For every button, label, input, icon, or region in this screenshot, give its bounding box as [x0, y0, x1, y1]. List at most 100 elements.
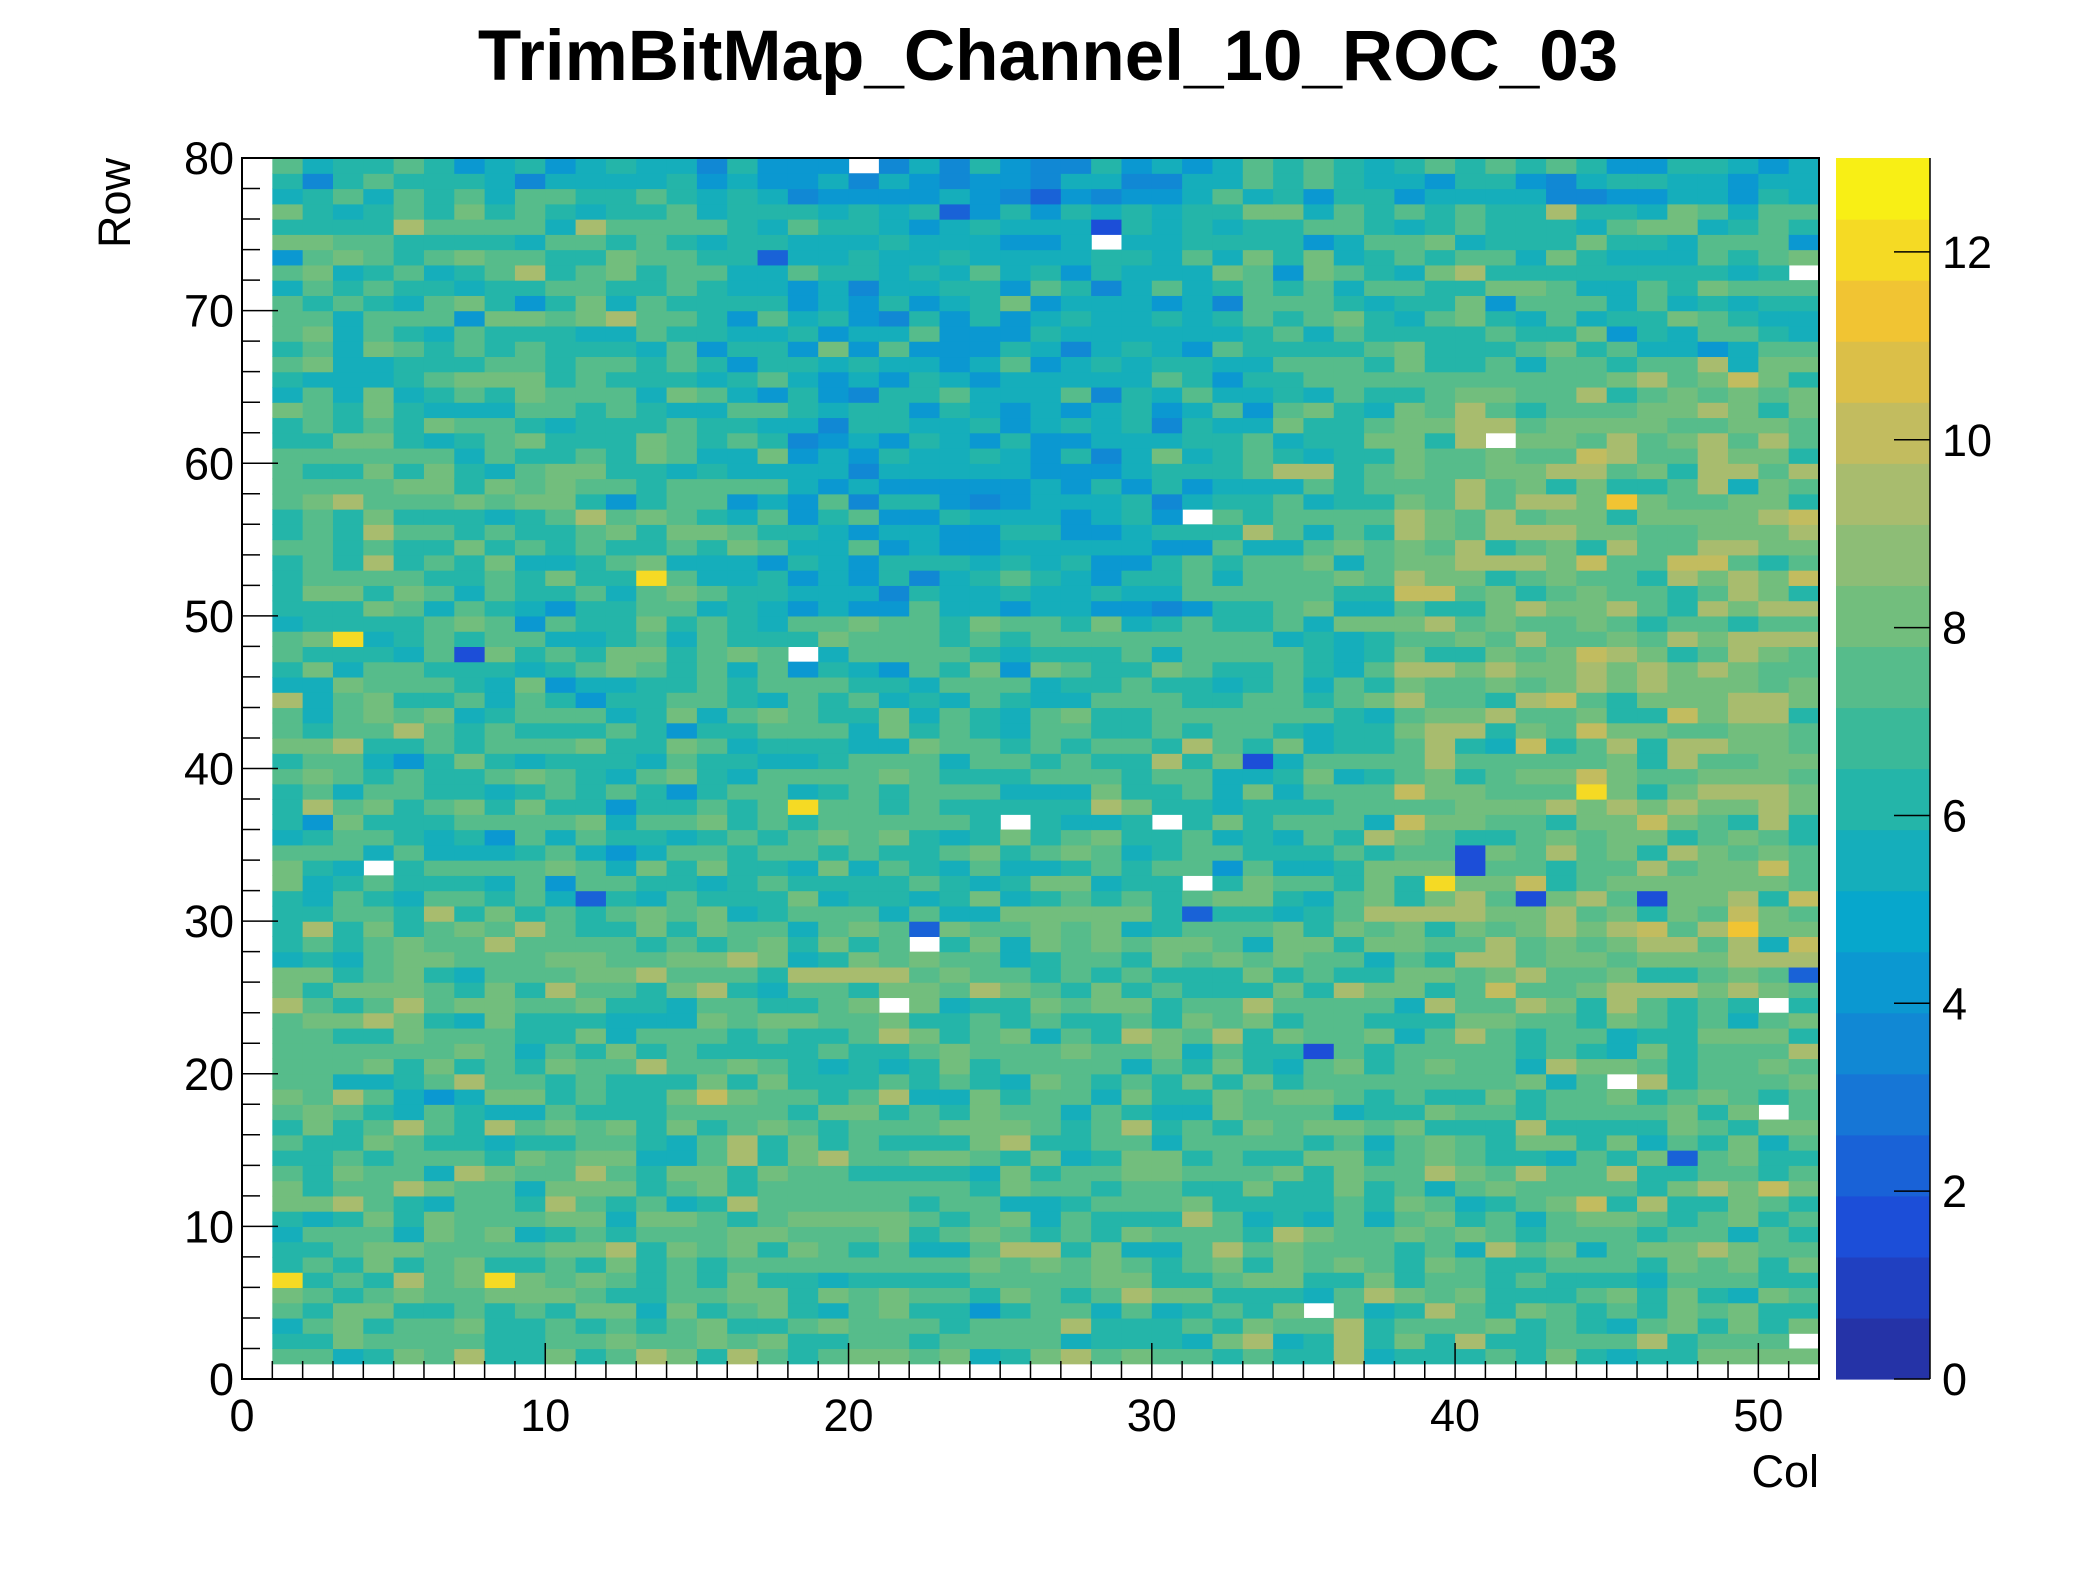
heatmap-cell: [363, 417, 395, 434]
heatmap-cell: [636, 341, 668, 358]
heatmap-cell: [1091, 249, 1123, 266]
heatmap-cell: [484, 219, 516, 235]
heatmap-cell: [848, 1027, 880, 1044]
heatmap-cell: [1060, 1272, 1092, 1289]
heatmap-cell: [1637, 1287, 1668, 1304]
heatmap-cell: [302, 676, 334, 693]
heatmap-cell: [1606, 447, 1638, 464]
heatmap-cell: [696, 509, 728, 525]
heatmap-cell: [423, 1211, 455, 1227]
heatmap-cell: [939, 249, 971, 266]
heatmap-cell: [302, 524, 334, 541]
heatmap-cell: [1455, 203, 1487, 220]
heatmap-cell: [423, 585, 455, 602]
heatmap-cell: [1728, 371, 1759, 388]
heatmap-cell: [393, 890, 425, 907]
heatmap-cell: [605, 600, 637, 617]
heatmap-cell: [363, 722, 395, 739]
heatmap-cell: [1242, 1165, 1274, 1182]
heatmap-cell: [1455, 173, 1487, 190]
heatmap-cell: [848, 615, 880, 632]
heatmap-cell: [332, 371, 364, 388]
heatmap-cell: [666, 234, 698, 251]
heatmap-cell: [848, 402, 880, 419]
heatmap-cell: [878, 570, 910, 586]
heatmap-cell: [1424, 661, 1456, 678]
heatmap-cell: [332, 1317, 364, 1334]
heatmap-cell: [514, 936, 546, 953]
heatmap-cell: [393, 493, 425, 510]
heatmap-cell: [636, 1317, 668, 1334]
heatmap-cell: [1697, 280, 1729, 296]
heatmap-cell: [1000, 1317, 1032, 1334]
heatmap-cell: [939, 554, 971, 571]
heatmap-cell: [1394, 1180, 1426, 1197]
heatmap-cell: [332, 1089, 364, 1105]
heatmap-cell: [1424, 875, 1456, 892]
heatmap-cell: [1182, 341, 1214, 358]
heatmap-cell: [1606, 463, 1638, 480]
heatmap-cell: [1060, 844, 1092, 861]
heatmap-cell: [363, 1058, 395, 1075]
heatmap-cell: [423, 539, 455, 556]
heatmap-cell: [423, 707, 455, 724]
heatmap-cell: [302, 478, 334, 495]
heatmap-cell: [363, 905, 395, 922]
heatmap-cell: [1394, 447, 1426, 464]
heatmap-cell: [1667, 325, 1699, 342]
heatmap-cell: [848, 188, 880, 205]
heatmap-cell: [1182, 1165, 1214, 1182]
heatmap-cell: [1303, 219, 1335, 235]
heatmap-cell: [1212, 188, 1244, 205]
heatmap-cell: [848, 722, 880, 739]
heatmap-cell: [1030, 936, 1062, 953]
heatmap-cell: [909, 661, 941, 678]
heatmap-cell: [302, 661, 334, 678]
heatmap-cell: [1303, 646, 1335, 663]
heatmap-cell: [939, 1180, 971, 1197]
heatmap-cell: [605, 356, 637, 373]
heatmap-cell: [1121, 432, 1153, 449]
heatmap-cell: [423, 1287, 455, 1304]
heatmap-cell: [1637, 1119, 1668, 1136]
heatmap-cell: [1212, 295, 1244, 312]
heatmap-cell: [1606, 478, 1638, 495]
heatmap-cell: [848, 997, 880, 1014]
heatmap-cell: [1151, 371, 1183, 388]
heatmap-cell: [393, 814, 425, 831]
heatmap-cell: [1242, 1027, 1274, 1044]
heatmap-cell: [1576, 814, 1608, 831]
heatmap-cell: [1303, 509, 1335, 525]
heatmap-cell: [969, 615, 1001, 632]
heatmap-cell: [1151, 844, 1183, 861]
heatmap-cell: [1091, 951, 1123, 968]
heatmap-cell: [878, 768, 910, 785]
heatmap-cell: [1637, 524, 1668, 541]
heatmap-cell: [939, 539, 971, 556]
heatmap-cell: [545, 1241, 577, 1258]
color-scale-tick-label: 10: [1942, 415, 1992, 466]
heatmap-cell: [878, 585, 910, 602]
heatmap-cell: [1091, 890, 1123, 907]
heatmap-cell: [484, 173, 516, 190]
heatmap-cell: [727, 493, 759, 510]
heatmap-cell: [878, 1043, 910, 1060]
heatmap-cell: [636, 951, 668, 968]
heatmap-cell: [1273, 463, 1305, 480]
heatmap-cell: [666, 783, 698, 800]
heatmap-cell: [1273, 264, 1305, 281]
heatmap-cell: [454, 875, 486, 892]
heatmap-cell: [545, 1272, 577, 1289]
heatmap-cell: [1394, 829, 1426, 846]
heatmap-cell: [423, 295, 455, 312]
heatmap-cell: [969, 234, 1001, 251]
heatmap-cell: [1273, 1012, 1305, 1029]
heatmap-cell: [666, 417, 698, 434]
heatmap-cell: [666, 264, 698, 281]
heatmap-cell: [272, 814, 304, 831]
heatmap-cell: [1424, 737, 1456, 754]
heatmap-cell: [1212, 997, 1244, 1014]
heatmap-cell: [484, 280, 516, 296]
heatmap-cell: [666, 478, 698, 495]
heatmap-cell: [1060, 1256, 1092, 1273]
